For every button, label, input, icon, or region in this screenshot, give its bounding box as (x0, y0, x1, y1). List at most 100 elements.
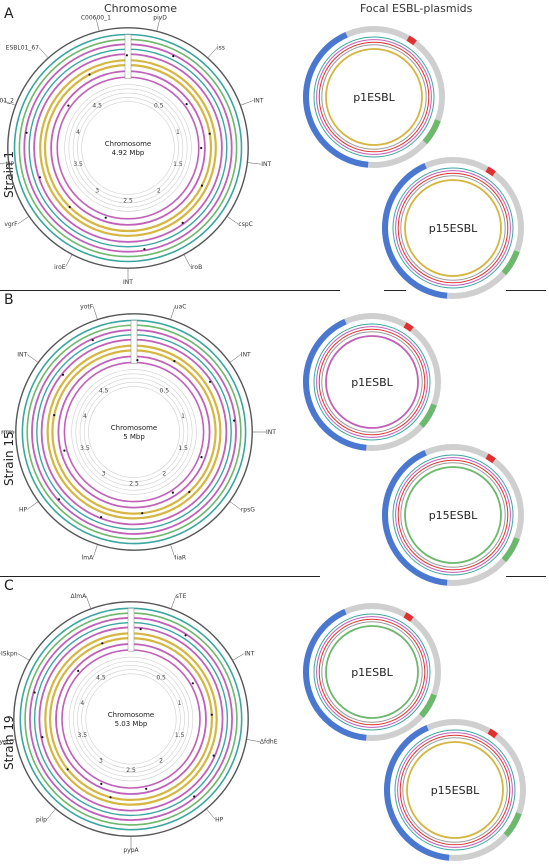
gene-label: cspC (238, 221, 252, 228)
feature-mark (172, 55, 175, 58)
feature-mark (100, 782, 103, 786)
separator-a3 (506, 290, 546, 291)
feature-mark (193, 795, 196, 798)
panel-letter-b: B (4, 292, 14, 308)
scale-tick-label: 3.5 (73, 161, 83, 168)
feature-mark (185, 103, 188, 106)
gene-leader-line (27, 501, 39, 510)
gene-leader-line (46, 809, 56, 820)
separator-b (0, 576, 320, 577)
plasmid-ring (313, 323, 431, 441)
gene-leader-line (27, 354, 39, 363)
plasmid-ring (313, 36, 435, 158)
scale-tick-label: 3.5 (78, 732, 88, 739)
chromosome-size-label: 5.03 Mbp (115, 720, 148, 728)
plasmid-blue-segment (303, 603, 441, 741)
gene-label: rrrm (1, 429, 14, 436)
plasmid-name: p1ESBL (351, 376, 393, 389)
scale-circle (68, 88, 188, 208)
separator-a2 (384, 290, 406, 291)
gene-leader-line (183, 254, 191, 267)
feature-mark (61, 373, 65, 376)
feature-mark (68, 205, 71, 209)
separator-a (0, 290, 340, 291)
chromosome-ring (38, 626, 224, 812)
gene-label: INT (261, 161, 271, 168)
plasmid-ring (399, 734, 511, 846)
gene-label: iroB (190, 264, 202, 271)
plasmid-green-segment (382, 157, 524, 299)
gene-leader-line (246, 739, 260, 742)
feature-mark (67, 104, 70, 107)
feature-mark (191, 682, 194, 685)
feature-mark (66, 768, 69, 771)
feature-mark (88, 73, 91, 76)
gene-leader-line (227, 216, 239, 225)
scale-tick-label: 4 (83, 413, 87, 420)
gene-leader-line (95, 17, 100, 31)
gene-label: HP (19, 507, 28, 514)
feature-mark (125, 54, 128, 57)
scale-tick-label: 4 (76, 129, 80, 136)
plasmid-red-segment (303, 313, 441, 451)
plasmid-ring (397, 732, 513, 848)
feature-mark (136, 359, 139, 362)
plasmid-ring (318, 41, 430, 153)
plasmid-ring (318, 328, 426, 436)
feature-mark (181, 221, 184, 224)
plasmid-ring (395, 170, 511, 286)
plasmid-inner-ring (404, 179, 502, 277)
plasmid-blue-segment (382, 157, 524, 299)
scale-tick-label: 4.5 (99, 387, 109, 394)
plasmid-name: p1ESBL (353, 91, 395, 104)
gene-label: ESBL01_67 (6, 45, 40, 52)
feature-mark (173, 360, 176, 363)
scale-circle (64, 84, 192, 212)
scale-tick-label: 3 (99, 757, 103, 764)
scale-box (124, 34, 132, 79)
feature-mark (200, 456, 203, 459)
chromosome-size-label: 4.92 Mbp (112, 149, 145, 157)
plasmid-green-segment (382, 444, 524, 586)
gene-leader-line (240, 100, 254, 106)
plasmid-blue-segment (382, 444, 524, 586)
gene-leader-line (207, 47, 218, 58)
gene-label: lmA (82, 555, 95, 562)
plasmid-name: p15ESBL (431, 784, 480, 797)
scale-tick-label: 2 (159, 757, 163, 764)
gene-label: INT (244, 651, 254, 658)
gene-label: INT (123, 279, 133, 286)
feature-mark (77, 669, 80, 673)
plasmid-ring (395, 457, 511, 573)
chromosome-center-name: Chromosome (111, 424, 158, 432)
feature-mark (38, 176, 42, 179)
plasmid-green-segment (384, 719, 526, 861)
scale-circle (79, 377, 189, 487)
chromosome-size-label: 5 Mbp (123, 433, 145, 441)
gene-leader-line (170, 306, 176, 320)
scale-tick-label: 3 (102, 471, 106, 478)
scale-tick-label: 2.5 (123, 198, 133, 205)
plasmid-name: p15ESBL (429, 509, 478, 522)
gene-label: pypA (123, 847, 139, 854)
plasmid-ring (321, 44, 427, 150)
gene-leader-line (156, 17, 161, 31)
feature-mark (209, 380, 212, 383)
gene-leader-line (2, 100, 16, 106)
gene-leader-line (92, 306, 98, 320)
gene-label: vgrF (4, 221, 18, 228)
plasmid-red-segment (382, 444, 524, 586)
chromosome-ring (39, 59, 217, 237)
plasmid-inner-ring (404, 466, 502, 564)
scale-tick-label: 2 (157, 187, 161, 194)
gene-leader-line (92, 544, 98, 558)
plasmid-inner-ring (325, 48, 423, 146)
gene-label: ΔfdhE (260, 739, 278, 746)
feature-mark (143, 248, 146, 251)
plasmids-header: Focal ESBL-plasmids (360, 2, 473, 15)
plasmid-ring (402, 737, 508, 843)
gene-label: iroE (54, 264, 66, 271)
plasmid-green-segment (303, 603, 441, 741)
chromosome-ring (46, 344, 222, 520)
chromosome-header: Chromosome (104, 2, 178, 15)
